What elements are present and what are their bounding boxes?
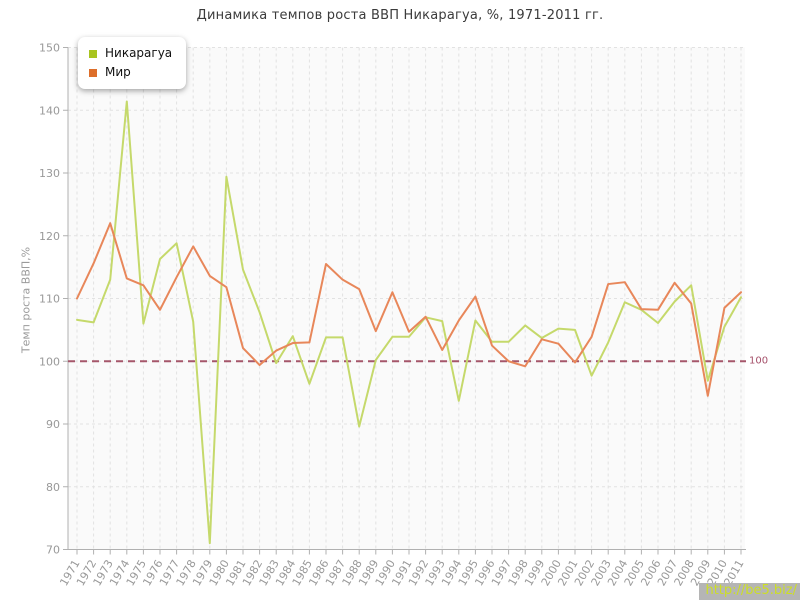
- world-series-swatch: [89, 68, 97, 77]
- legend-item-nicaragua[interactable]: Никарагуа: [89, 44, 172, 63]
- reference-line-label: 100: [749, 355, 769, 367]
- legend-item-world[interactable]: Мир: [89, 63, 172, 82]
- svg-text:140: 140: [39, 104, 60, 117]
- svg-text:80: 80: [46, 481, 60, 494]
- svg-text:130: 130: [39, 167, 60, 180]
- svg-text:70: 70: [46, 544, 60, 557]
- watermark-link[interactable]: http://be5.biz/: [699, 583, 800, 600]
- svg-text:90: 90: [46, 418, 60, 431]
- nicaragua-series-swatch: [89, 49, 97, 58]
- legend-label-nicaragua: Никарагуа: [105, 46, 173, 60]
- legend: Никарагуа Мир: [78, 37, 187, 89]
- svg-text:150: 150: [39, 42, 60, 55]
- svg-text:120: 120: [39, 230, 60, 243]
- svg-text:110: 110: [39, 293, 60, 306]
- chart-title: Динамика темпов роста ВВП Никарагуа, %, …: [196, 8, 604, 23]
- legend-label-world: Мир: [105, 65, 131, 79]
- svg-text:100: 100: [39, 355, 60, 368]
